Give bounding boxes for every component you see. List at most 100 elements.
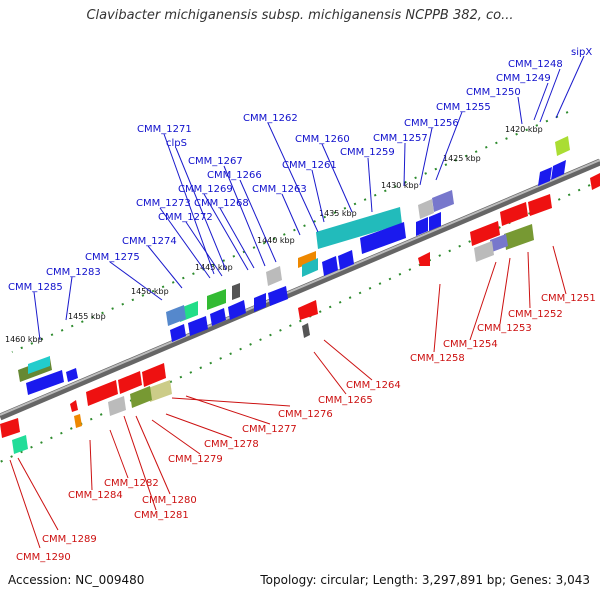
gene-label[interactable]: CMM_1265: [318, 395, 373, 406]
cds-arrow[interactable]: [170, 324, 186, 342]
kbp-tick-label: 1460 kbp: [5, 335, 43, 344]
gene-label[interactable]: CMM_1281: [134, 510, 189, 521]
cds-arrow[interactable]: [416, 217, 428, 236]
gene-label[interactable]: CMM_1256: [404, 118, 459, 129]
cds-arrow[interactable]: [590, 173, 600, 190]
gene-label[interactable]: CMM_1269: [178, 184, 233, 195]
cds-block[interactable]: [148, 380, 172, 402]
cds-block[interactable]: [316, 207, 402, 249]
cds-arrow[interactable]: [0, 418, 20, 438]
cds-arrow[interactable]: [322, 256, 338, 276]
cds-block[interactable]: [108, 396, 126, 416]
cds-arrow[interactable]: [118, 371, 142, 394]
kbp-scale-labels: 1420 kbp 1425 kbp 1430 kbp 1435 kbp 1440…: [5, 125, 543, 344]
gene-label[interactable]: CMM_1284: [68, 490, 123, 501]
cds-block[interactable]: [490, 234, 508, 252]
gene-label[interactable]: CMM_1275: [85, 252, 140, 263]
gene-label[interactable]: CMM_1290: [16, 552, 71, 563]
cds-arrow[interactable]: [66, 368, 78, 382]
gene-label[interactable]: CMM_1280: [142, 495, 197, 506]
cds-block[interactable]: [302, 258, 318, 277]
cds-block[interactable]: [28, 356, 50, 374]
gene-label[interactable]: CMM_1259: [340, 147, 395, 158]
cds-arrow[interactable]: [228, 300, 246, 320]
gene-label[interactable]: CMM_1267: [188, 156, 243, 167]
gene-label[interactable]: CMM_1248: [508, 59, 563, 70]
gene-label[interactable]: CMM_1263: [252, 184, 307, 195]
kbp-tick-label: 1440 kbp: [257, 236, 295, 245]
cds-block[interactable]: [302, 323, 310, 338]
gene-label[interactable]: CMM_1252: [508, 309, 563, 320]
gene-label[interactable]: CMM_1251: [541, 293, 596, 304]
cds-block[interactable]: [166, 305, 186, 326]
cds-block[interactable]: [418, 199, 434, 219]
kbp-tick-label: 1430 kbp: [381, 181, 419, 190]
gene-label[interactable]: CMM_1278: [204, 439, 259, 450]
cds-block[interactable]: [266, 266, 282, 286]
cds-arrow[interactable]: [268, 286, 288, 306]
cds-arrow[interactable]: [70, 400, 78, 412]
cds-arrow[interactable]: [538, 167, 552, 186]
gene-label[interactable]: CMM_1250: [466, 87, 521, 98]
reverse-leader-lines: [9, 245, 567, 549]
gene-label[interactable]: CMM_1289: [42, 534, 97, 545]
cds-arrow[interactable]: [86, 380, 118, 406]
gene-label[interactable]: CMM_1285: [8, 282, 63, 293]
gene-label[interactable]: CMM_1268: [194, 198, 249, 209]
gene-label[interactable]: CMM_1279: [168, 454, 223, 465]
map-title: Clavibacter michiganensis subsp. michiga…: [86, 8, 514, 23]
gene-label[interactable]: sipX: [571, 47, 592, 58]
gene-label[interactable]: CMM_1261: [282, 160, 337, 171]
cds-arrow[interactable]: [338, 250, 354, 270]
cds-arrow[interactable]: [210, 308, 226, 326]
cds-block[interactable]: [12, 435, 28, 454]
gene-label[interactable]: clpS: [166, 138, 187, 149]
cds-block[interactable]: [474, 241, 494, 262]
gene-label[interactable]: CMM_1274: [122, 236, 177, 247]
scale-line-upper: [11, 111, 569, 353]
gene-label[interactable]: CMM_1262: [243, 113, 298, 124]
cds-arrow[interactable]: [500, 202, 528, 226]
cds-arrow[interactable]: [470, 221, 500, 246]
cds-arrow[interactable]: [298, 300, 318, 320]
cds-block[interactable]: [130, 386, 152, 408]
cds-arrow[interactable]: [360, 222, 406, 254]
gene-label[interactable]: CMM_1260: [295, 134, 350, 145]
gene-label[interactable]: CMM_1276: [278, 409, 333, 420]
gene-label[interactable]: CMM_1266: [207, 170, 262, 181]
genome-summary: Topology: circular; Length: 3,297,891 bp…: [260, 573, 590, 587]
cds-arrow[interactable]: [551, 160, 566, 180]
gene-label[interactable]: CMM_1255: [436, 102, 491, 113]
cds-arrow[interactable]: [188, 316, 208, 336]
gene-label[interactable]: CMM_1258: [410, 353, 465, 364]
cds-block[interactable]: [232, 283, 240, 300]
cds-arrow[interactable]: [254, 293, 266, 312]
cds-block[interactable]: [504, 224, 534, 250]
gene-label[interactable]: CMM_1271: [137, 124, 192, 135]
gene-label[interactable]: CMM_1253: [477, 323, 532, 334]
gene-label[interactable]: CMM_1277: [242, 424, 297, 435]
gene-label[interactable]: CMM_1257: [373, 133, 428, 144]
gene-label[interactable]: CMM_1272: [158, 212, 213, 223]
cds-block[interactable]: [74, 414, 82, 428]
kbp-tick-label: 1435 kbp: [319, 209, 357, 218]
gene-label[interactable]: CMM_1282: [104, 478, 159, 489]
cds-arrow[interactable]: [429, 212, 441, 231]
gene-label[interactable]: CMM_1273: [136, 198, 191, 209]
gene-label[interactable]: CMM_1249: [496, 73, 551, 84]
cds-arrow[interactable]: [528, 194, 552, 216]
cds-block[interactable]: [298, 251, 316, 268]
cds-block[interactable]: [432, 190, 454, 212]
cds-arrow[interactable]: [26, 370, 64, 395]
gene-label[interactable]: CMM_1283: [46, 267, 101, 278]
forward-features: [18, 136, 570, 395]
cds-block[interactable]: [555, 136, 570, 156]
cds-arrow[interactable]: [142, 363, 166, 387]
gene-label[interactable]: CMM_1264: [346, 380, 401, 391]
cds-block[interactable]: [207, 289, 226, 310]
gene-label[interactable]: CMM_1254: [443, 339, 498, 350]
cds-arrow[interactable]: [418, 252, 430, 266]
kbp-tick-label: 1445 kbp: [195, 263, 233, 272]
